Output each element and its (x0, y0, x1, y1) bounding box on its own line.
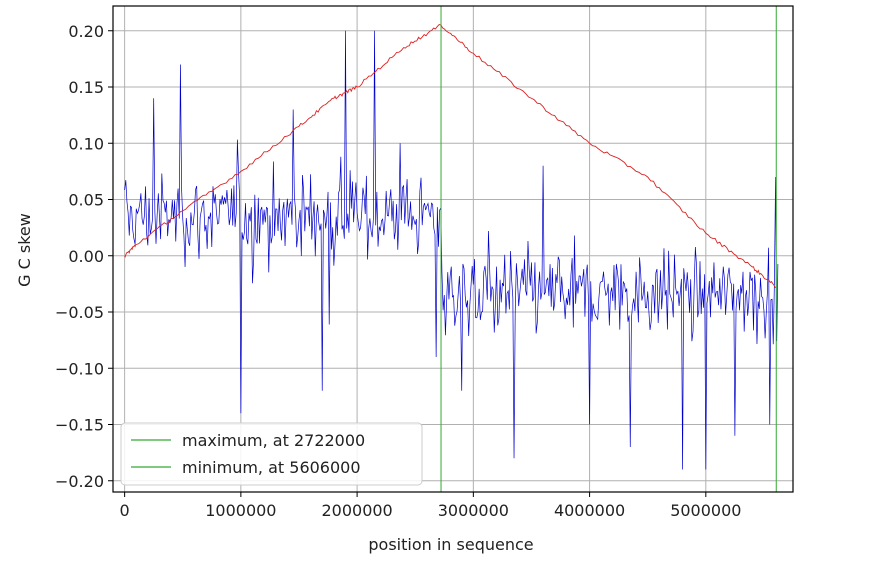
y-tick-label: 0.00 (68, 247, 104, 266)
y-tick-label: −0.20 (55, 472, 104, 491)
x-tick-label: 0 (120, 501, 130, 520)
y-tick-label: −0.10 (55, 359, 104, 378)
cumulative-skew-series-line (124, 24, 777, 288)
legend: maximum, at 2722000 minimum, at 5606000 (120, 422, 423, 486)
x-tick-label: 1000000 (205, 501, 276, 520)
y-tick-label: −0.15 (55, 416, 104, 435)
x-axis-ticks: 0 1000000 2000000 3000000 4000000 5000000 (120, 492, 741, 520)
axes-frame (112, 5, 794, 493)
series-layer (124, 6, 779, 492)
y-tick-label: −0.05 (55, 303, 104, 322)
legend-label-minimum: minimum, at 5606000 (182, 458, 361, 477)
x-tick-label: 5000000 (670, 501, 741, 520)
x-tick-label: 4000000 (554, 501, 625, 520)
plot-area (124, 6, 779, 492)
legend-box (120, 422, 423, 486)
gc-skew-series-line (124, 30, 779, 470)
y-tick-label: 0.20 (68, 22, 104, 41)
y-tick-label: 0.15 (68, 78, 104, 97)
y-axis-label: G C skew (15, 213, 34, 287)
x-tick-label: 2000000 (321, 501, 392, 520)
legend-label-maximum: maximum, at 2722000 (182, 431, 365, 450)
y-tick-label: 0.05 (68, 191, 104, 210)
y-tick-label: 0.10 (68, 134, 104, 153)
y-axis-ticks: 0.20 0.15 0.10 0.05 0.00 −0.05 −0.10 −0.15 −0.20 (55, 22, 113, 491)
x-tick-label: 3000000 (438, 501, 509, 520)
x-axis-label: position in sequence (368, 535, 533, 554)
